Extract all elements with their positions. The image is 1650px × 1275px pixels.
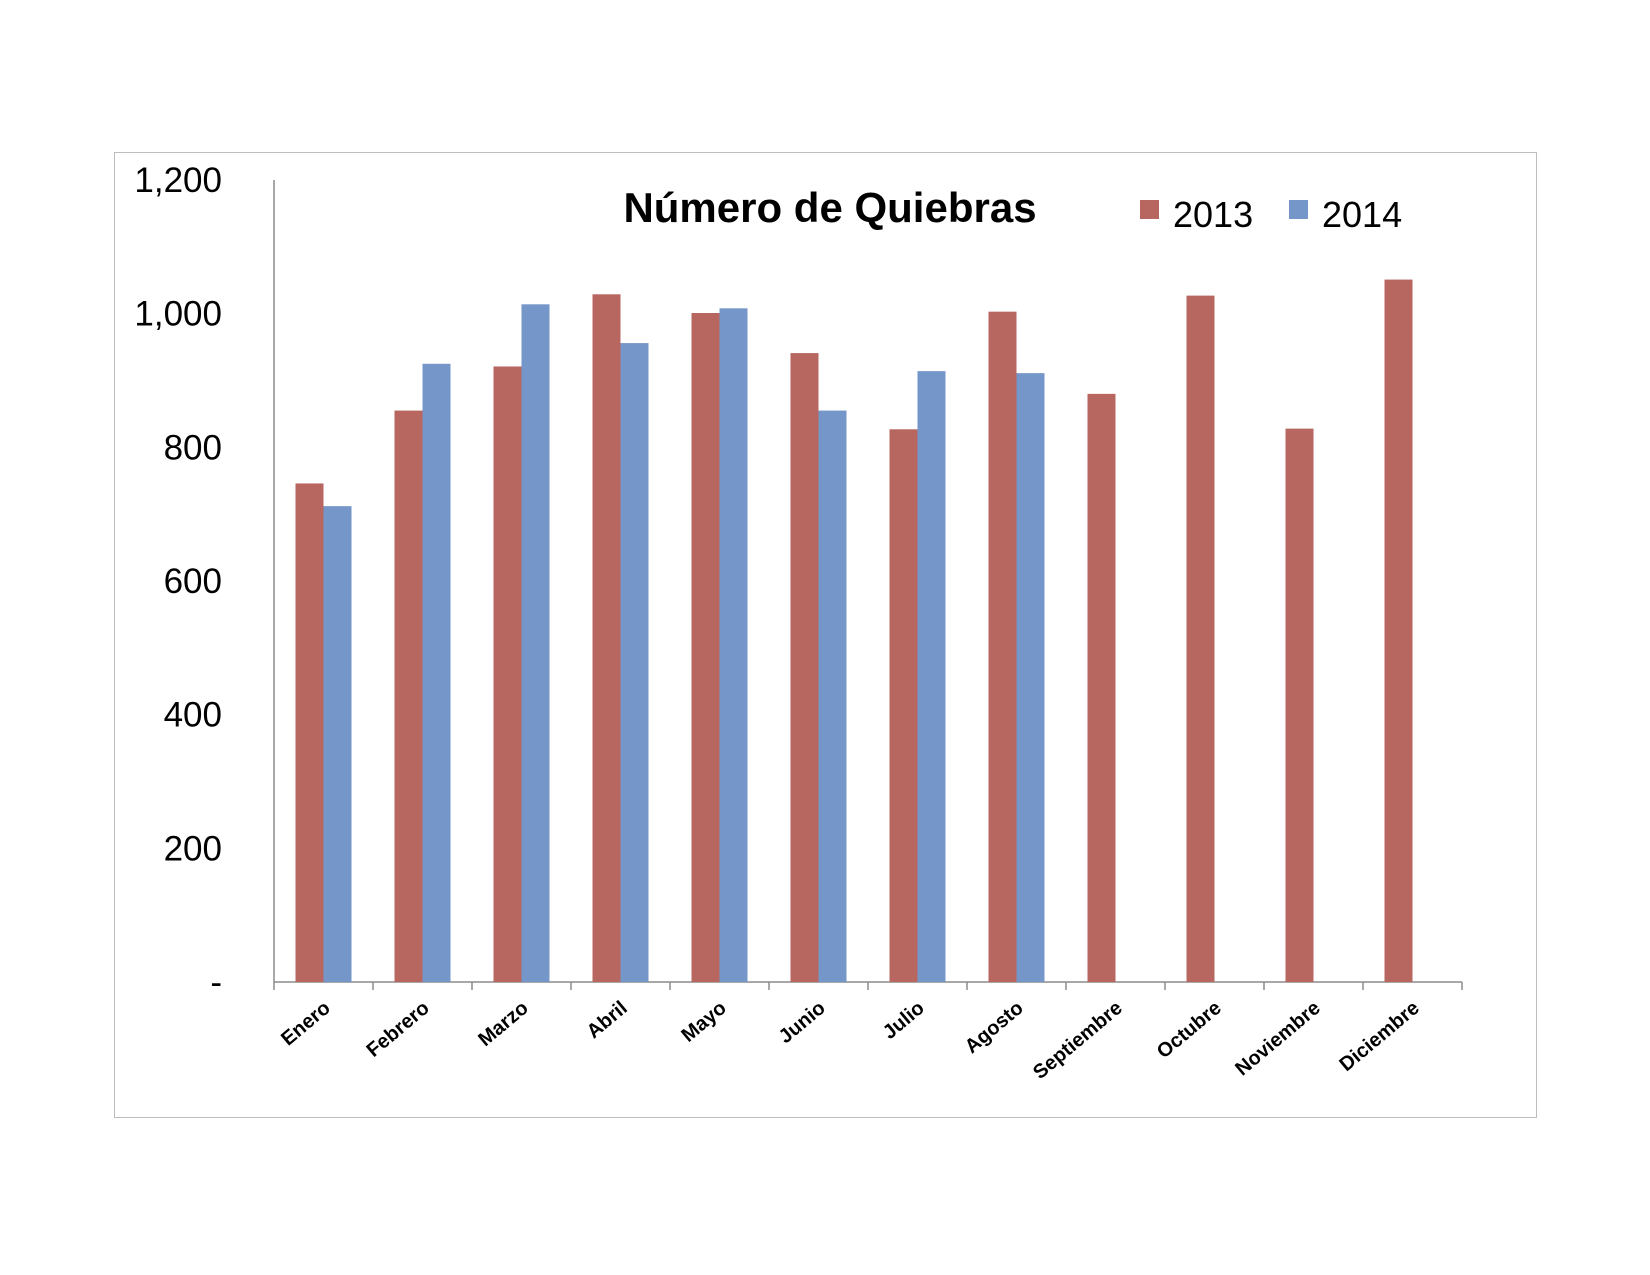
y-tick-label: 200 <box>164 829 222 868</box>
legend-swatch-2014 <box>1289 200 1308 219</box>
bar-2014-mayo <box>719 308 748 982</box>
bar-2014-julio <box>917 371 946 983</box>
y-tick-label: 1,000 <box>134 295 222 334</box>
x-tick-label: Octubre <box>1153 997 1226 1063</box>
legend-swatch-2013 <box>1140 200 1159 219</box>
x-tick-label: Febrero <box>363 997 434 1062</box>
x-tick-label: Julio <box>879 997 929 1044</box>
bar-2013-abril <box>592 294 621 982</box>
bar-2013-marzo <box>493 366 522 983</box>
bar-2014-febrero <box>422 363 451 983</box>
y-tick-label: 800 <box>164 428 222 467</box>
x-tick-label: Abril <box>583 997 632 1043</box>
y-tick-label: - <box>210 963 222 1002</box>
x-tick-label: Septiembre <box>1029 997 1127 1084</box>
x-tick-label: Enero <box>277 997 335 1050</box>
bar-2013-julio <box>889 429 918 982</box>
y-axis: - 200 400 600 800 1,000 1,200 <box>134 161 275 1002</box>
bar-2013-mayo <box>691 312 720 983</box>
bar-2014-enero <box>323 506 352 982</box>
bar-2014-agosto <box>1016 373 1045 983</box>
x-tick-label: Junio <box>775 997 830 1048</box>
bar-2014-abril <box>620 343 649 982</box>
bars <box>295 279 1413 983</box>
x-tick-label: Marzo <box>474 997 532 1051</box>
x-tick-labels: Enero Febrero Marzo Abril Mayo Junio Julio Agos… <box>277 997 1424 1084</box>
bar-2013-diciembre <box>1384 279 1413 982</box>
bar-2013-agosto <box>988 311 1017 983</box>
bar-2013-noviembre <box>1285 428 1314 982</box>
bar-2013-octubre <box>1186 295 1215 982</box>
y-tick-label: 400 <box>164 696 222 735</box>
bar-2013-enero <box>295 483 324 982</box>
bar-2014-marzo <box>521 304 550 982</box>
chart-title: Número de Quiebras <box>623 184 1036 231</box>
legend-label-2014: 2014 <box>1322 194 1402 235</box>
bar-2013-septiembre <box>1087 393 1116 982</box>
x-tick-label: Diciembre <box>1335 997 1423 1076</box>
legend-label-2013: 2013 <box>1173 194 1253 235</box>
bar-2013-junio <box>790 353 819 982</box>
x-axis <box>273 981 1463 990</box>
x-tick-label: Mayo <box>677 997 730 1047</box>
y-tick-label: 600 <box>164 562 222 601</box>
y-tick-label: 1,200 <box>134 161 222 200</box>
x-tick-label: Agosto <box>961 997 1028 1058</box>
bar-2014-junio <box>818 410 847 982</box>
bar-2013-febrero <box>394 410 423 982</box>
x-tick-label: Noviembre <box>1231 997 1324 1080</box>
legend: 2013 2014 <box>1140 194 1402 235</box>
